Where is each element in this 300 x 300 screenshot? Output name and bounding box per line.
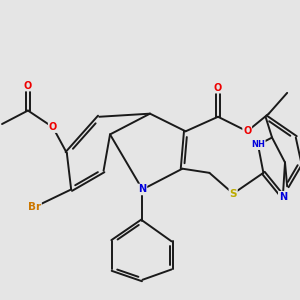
Text: O: O (243, 126, 251, 136)
Text: O: O (214, 83, 222, 93)
Text: N: N (279, 192, 287, 202)
Text: N: N (138, 184, 146, 194)
Text: NH: NH (251, 140, 265, 149)
Text: Br: Br (28, 202, 41, 212)
Text: S: S (230, 189, 237, 199)
Text: O: O (24, 81, 32, 91)
Text: O: O (49, 122, 57, 132)
